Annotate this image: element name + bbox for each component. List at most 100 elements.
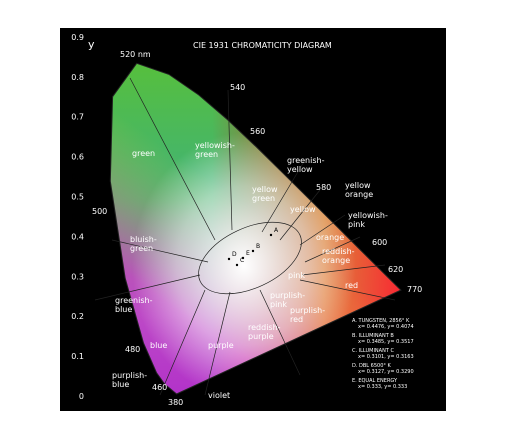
y-tick-label: 0: [79, 392, 84, 401]
region-label: purplish-pink: [270, 291, 305, 309]
spectral-locus: [109, 62, 402, 395]
x-tick-label: 0.6: [341, 416, 354, 425]
region-label-line: pink: [288, 271, 305, 280]
region-label-line: purple: [248, 332, 274, 341]
region-label-line: yellow: [252, 185, 278, 194]
y-tick-label: 0.8: [71, 73, 84, 82]
wavelength-label: 520 nm: [120, 50, 151, 59]
region-label-line: greenish-: [115, 296, 153, 305]
wavelength-label: 620: [388, 265, 403, 274]
region-label-line: violet: [208, 391, 230, 400]
region-label: green: [132, 149, 155, 158]
legend-coords: x= 0.3127, y= 0.3290: [358, 369, 414, 375]
region-label: greenish-blue: [115, 296, 153, 314]
region-label: greenish-yellow: [287, 156, 325, 174]
region-label-line: greenish-: [287, 156, 325, 165]
region-borders: [94, 77, 396, 396]
region-label: red: [345, 281, 358, 290]
point-label: E: [246, 250, 250, 257]
region-label: violet: [208, 391, 230, 400]
region-label: yellow green: [252, 185, 278, 203]
y-tick-label: 0.2: [71, 312, 84, 321]
wavelength-label: 380: [168, 398, 183, 407]
region-label-line: orange: [345, 190, 373, 199]
region-label-line: purplish-: [270, 291, 305, 300]
region-label-line: yellow: [287, 165, 313, 174]
y-label: y: [88, 38, 95, 51]
wavelength-label: 540: [230, 83, 245, 92]
region-label: purplish-red: [290, 306, 325, 324]
region-label-line: yellow: [290, 205, 316, 214]
legend-coords: x= 0.333, y= 0.333: [358, 384, 407, 390]
region-label-line: green: [130, 244, 153, 253]
region-label-line: red: [345, 281, 358, 290]
region-label-line: pink: [348, 220, 365, 229]
region-label: orange: [316, 233, 344, 242]
y-tick-label: 0.4: [71, 232, 84, 241]
region-label-line: purplish-: [290, 306, 325, 315]
point-label: B: [256, 243, 260, 250]
legend-name: C. ILLUMINANT C: [352, 348, 394, 354]
legend-name: A. TUNGSTEN, 2856° K: [352, 318, 410, 324]
y-tick-label: 0.1: [71, 352, 84, 361]
y-tick-label: 0.5: [71, 193, 84, 202]
point-label: A: [274, 227, 279, 234]
wavelength-label: 580: [316, 183, 331, 192]
region-label-line: blue: [112, 380, 129, 389]
y-tick-label: 0.9: [71, 33, 84, 42]
region-label-line: purple: [208, 341, 234, 350]
point-marker: [235, 263, 239, 267]
region-label: pink: [288, 271, 305, 280]
point-label: D: [232, 251, 237, 258]
legend-name: E. EQUAL ENERGY: [352, 378, 398, 384]
legend-coords: x= 0.3485, y= 0.3517: [358, 339, 414, 345]
wavelength-label: 480: [125, 345, 140, 354]
point-marker: [241, 256, 245, 260]
wavelength-label: 600: [372, 238, 387, 247]
x-tick-label: 0.2: [181, 416, 194, 425]
region-label: bluish-green: [130, 235, 157, 253]
title: CIE 1931 CHROMATICITY DIAGRAM: [193, 41, 332, 50]
region-label-line: green: [195, 150, 218, 159]
x-tick-label: 0.7: [381, 416, 394, 425]
x-tick-label: 0.8: [421, 416, 434, 425]
legend-name: B. ILLUMINANT B: [352, 333, 394, 339]
legend-coords: x= 0.4476, y= 0.4074: [358, 324, 414, 330]
region-label: yellowish-green: [195, 141, 235, 159]
region-label-line: blue: [115, 305, 132, 314]
point-marker: [269, 233, 273, 237]
x-tick-label: 0.5: [301, 416, 314, 425]
region-label: purplish-blue: [112, 371, 147, 389]
region-label-line: green: [132, 149, 155, 158]
legend-name: D. DBL 6500° K: [352, 363, 391, 369]
x-tick-label: 0.4: [261, 416, 274, 425]
y-tick-label: 0.7: [71, 113, 84, 122]
point-label: C: [240, 257, 244, 264]
region-label: purple: [208, 341, 234, 350]
region-label-line: orange: [316, 233, 344, 242]
point-marker: [227, 257, 231, 261]
region-label-line: reddish-: [322, 247, 355, 256]
wavelength-label: 460: [152, 383, 167, 392]
y-tick-label: 0.6: [71, 153, 84, 162]
wavelength-label: 770: [407, 285, 422, 294]
region-label-line: bluish-: [130, 235, 157, 244]
region-label-line: purplish-: [112, 371, 147, 380]
region-label: blue: [150, 341, 167, 350]
point-marker: [251, 249, 255, 253]
x-label: X: [404, 417, 410, 427]
wavelength-label: 500: [92, 207, 107, 216]
x-tick-label: 0.3: [221, 416, 234, 425]
region-label-line: yellowish-: [348, 211, 388, 220]
wavelength-label: 560: [250, 127, 265, 136]
region-label-line: pink: [270, 300, 287, 309]
region-label: yellow orange: [345, 181, 373, 199]
region-label: yellowish-pink: [348, 211, 388, 229]
region-label-line: orange: [322, 256, 350, 265]
region-label: yellow: [290, 205, 316, 214]
y-tick-label: 0.3: [71, 272, 84, 281]
region-label: reddish-orange: [322, 247, 355, 265]
region-label-line: red: [290, 315, 303, 324]
region-label-line: reddish-: [248, 323, 281, 332]
